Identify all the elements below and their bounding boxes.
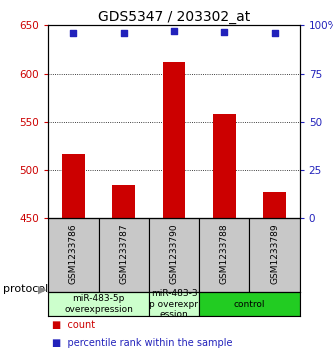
Bar xyxy=(48,292,149,316)
Point xyxy=(171,28,176,34)
Text: ■  percentile rank within the sample: ■ percentile rank within the sample xyxy=(52,338,232,348)
Title: GDS5347 / 203302_at: GDS5347 / 203302_at xyxy=(98,11,250,24)
Text: miR-483-5p
overexpression: miR-483-5p overexpression xyxy=(64,294,133,314)
Point xyxy=(272,30,277,36)
Point xyxy=(71,30,76,36)
Bar xyxy=(163,62,185,218)
Bar xyxy=(113,185,135,218)
Point xyxy=(121,30,127,36)
Text: miR-483-3
p overexpr
ession: miR-483-3 p overexpr ession xyxy=(150,289,198,319)
Bar xyxy=(199,218,249,292)
Bar xyxy=(62,154,85,218)
Text: GSM1233786: GSM1233786 xyxy=(69,224,78,284)
Text: GSM1233789: GSM1233789 xyxy=(270,224,279,284)
Bar xyxy=(149,218,199,292)
Bar xyxy=(199,292,300,316)
Bar xyxy=(249,218,300,292)
Text: GSM1233787: GSM1233787 xyxy=(119,224,128,284)
Bar xyxy=(99,218,149,292)
Bar xyxy=(149,292,199,316)
Point xyxy=(222,29,227,35)
Text: ■  count: ■ count xyxy=(52,320,95,330)
Text: ▶: ▶ xyxy=(38,285,47,294)
Text: GSM1233788: GSM1233788 xyxy=(220,224,229,284)
Bar xyxy=(263,192,286,218)
Text: protocol: protocol xyxy=(3,285,49,294)
Text: GSM1233790: GSM1233790 xyxy=(169,224,178,284)
Bar xyxy=(48,218,99,292)
Bar xyxy=(213,114,235,218)
Text: control: control xyxy=(234,299,265,309)
